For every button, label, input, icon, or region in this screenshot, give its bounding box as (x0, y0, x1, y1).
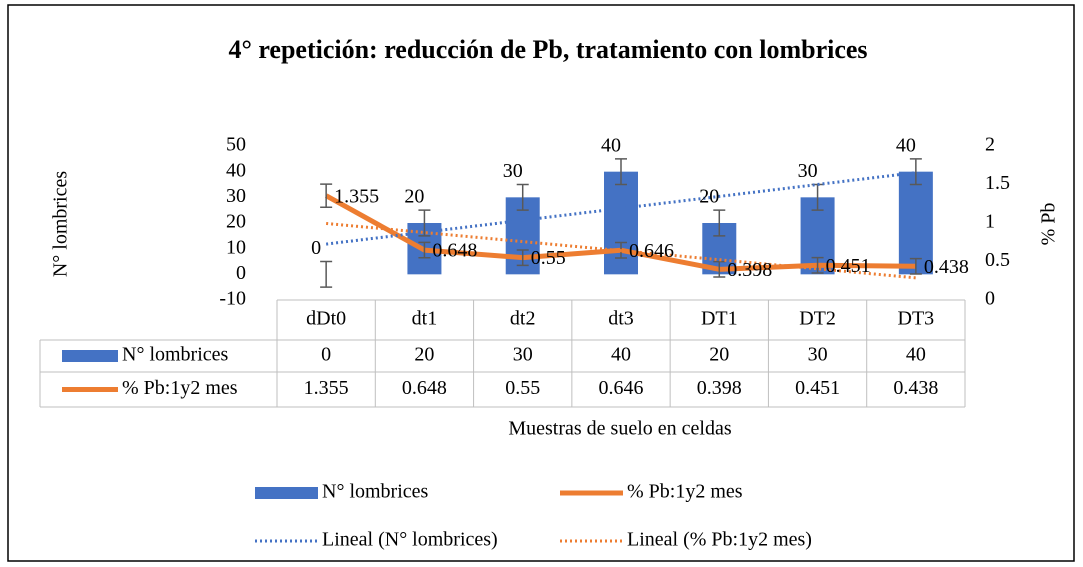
y-tick-label: 50 (226, 134, 246, 156)
error-bar (909, 257, 922, 275)
data-label: 0.438 (924, 256, 969, 278)
data-label: 30 (798, 160, 818, 182)
legend-label: N° lombrices (322, 481, 429, 503)
table-cell: 1.355 (304, 377, 349, 399)
y2-tick-label: 1 (985, 211, 995, 233)
x-tick-label: DT1 (701, 308, 738, 330)
error-bar (909, 158, 922, 186)
y2-tick-label: 0 (985, 288, 995, 310)
error-bar (713, 260, 726, 278)
error-bar (713, 209, 726, 237)
y2-tick-label: 2 (985, 134, 995, 156)
x-axis-title: Muestras de suelo en celdas (508, 418, 731, 440)
legend-key (255, 487, 318, 499)
x-tick-label: DT3 (898, 308, 935, 330)
data-label: 0.648 (432, 240, 477, 262)
data-label: 0.646 (629, 240, 674, 262)
data-label: 40 (896, 134, 916, 156)
error-bar (615, 158, 627, 186)
data-label: 20 (699, 186, 719, 208)
table-cell: 0.398 (697, 377, 742, 399)
data-label: 0.398 (727, 259, 772, 281)
chart-title: 4° repetición: reducción de Pb, tratamie… (228, 35, 867, 64)
y2-axis-title: % Pb (1038, 203, 1060, 246)
table-cell: 0.648 (402, 377, 447, 399)
table-cell: 0 (321, 344, 331, 366)
error-bar (811, 256, 824, 274)
trendline (326, 221, 916, 280)
table-cell: 0.55 (505, 377, 540, 399)
legend-label: Lineal (% Pb:1y2 mes) (627, 529, 812, 551)
table-cell: 30 (513, 344, 533, 366)
y-axis-title: N° lombrices (50, 171, 72, 278)
data-label: 0.55 (531, 247, 566, 269)
x-tick-label: DT2 (799, 308, 836, 330)
table-cell: 40 (906, 344, 926, 366)
y-tick-label: 10 (226, 236, 246, 258)
chart-border (7, 4, 1075, 562)
trendline (325, 171, 917, 246)
error-bar (516, 183, 529, 211)
y-tick-label: 40 (226, 159, 246, 181)
x-tick-label: dDt0 (306, 308, 346, 330)
table-cell: 20 (709, 344, 729, 366)
legend-label: Lineal (N° lombrices) (322, 529, 498, 551)
x-tick-label: dt2 (510, 308, 536, 330)
error-bar (516, 249, 529, 267)
y2-tick-label: 0.5 (985, 249, 1010, 271)
data-label: 40 (601, 134, 621, 156)
y-tick-label: 20 (226, 211, 246, 233)
table-row-label: % Pb:1y2 mes (122, 377, 238, 399)
error-bar (418, 209, 431, 237)
legend-label: % Pb:1y2 mes (627, 481, 743, 503)
table-cell: 40 (611, 344, 631, 366)
bar (898, 171, 933, 275)
y-tick-label: 0 (236, 262, 246, 284)
error-bar (418, 241, 431, 259)
table-cell: 0.438 (893, 377, 938, 399)
y-tick-label: 30 (226, 185, 246, 207)
table-cell: 0.451 (795, 377, 840, 399)
table-cell: 0.646 (599, 377, 644, 399)
data-label: 0.451 (826, 255, 871, 277)
table-row-label: N° lombrices (122, 344, 229, 366)
table-cell: 30 (808, 344, 828, 366)
data-label: 1.355 (334, 185, 379, 207)
y-tick-label: -10 (219, 288, 246, 310)
legend-key (62, 350, 118, 362)
data-label: 30 (503, 160, 523, 182)
data-label: 20 (404, 186, 424, 208)
data-label: 0 (311, 237, 321, 259)
error-bar (320, 260, 333, 288)
x-tick-label: dt3 (608, 308, 634, 330)
x-tick-label: dt1 (412, 308, 438, 330)
table-cell: 20 (414, 344, 434, 366)
error-bar (320, 183, 333, 208)
y2-tick-label: 1.5 (985, 172, 1010, 194)
